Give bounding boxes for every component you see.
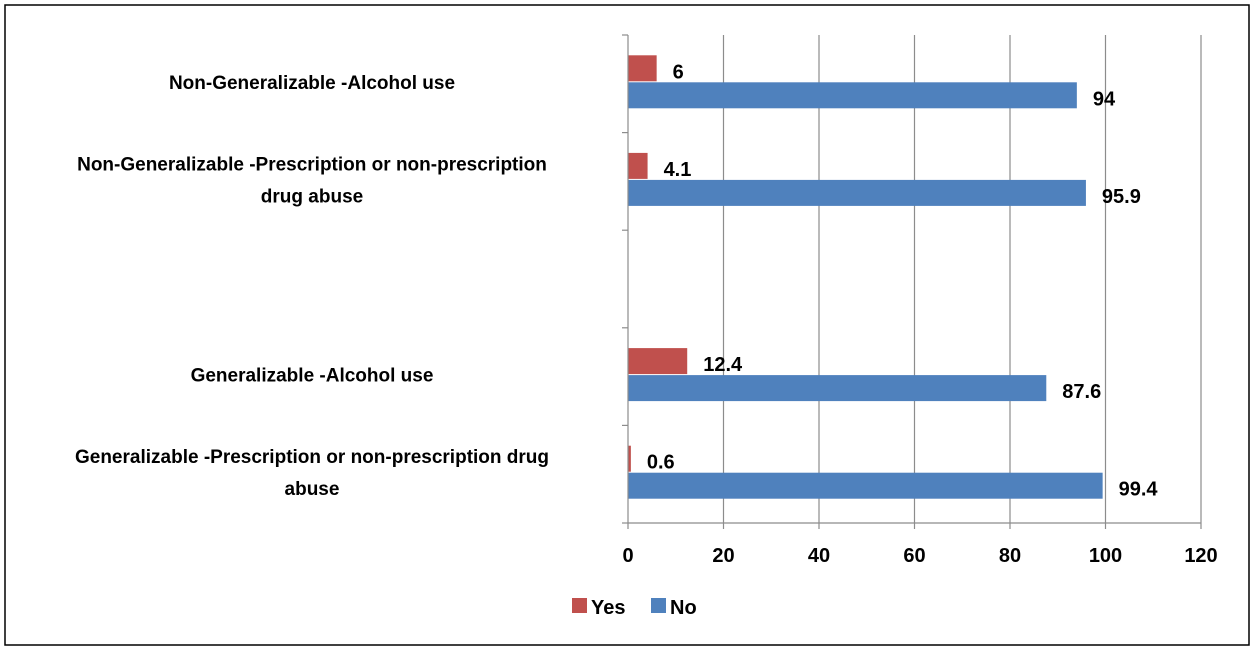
x-tick-label: 80 bbox=[999, 545, 1021, 567]
data-label: 95.9 bbox=[1102, 186, 1141, 208]
gridlines bbox=[722, 35, 1202, 523]
bar-no bbox=[628, 82, 1077, 109]
x-tick-label: 120 bbox=[1184, 545, 1217, 567]
legend-swatch-yes bbox=[572, 598, 587, 613]
bar-no bbox=[628, 179, 1086, 206]
bar-no bbox=[628, 472, 1103, 499]
data-label: 6 bbox=[673, 61, 684, 83]
category-label: drug abuse bbox=[261, 186, 363, 207]
category-label: abuse bbox=[285, 479, 340, 500]
legend-label-no: No bbox=[670, 597, 697, 619]
bars bbox=[628, 55, 1103, 499]
bar-yes bbox=[628, 55, 657, 82]
x-tick-label: 100 bbox=[1089, 545, 1122, 567]
bar-no bbox=[628, 375, 1047, 402]
bar-yes bbox=[628, 152, 648, 179]
legend-swatch-no bbox=[651, 598, 666, 613]
data-label: 0.6 bbox=[647, 452, 675, 474]
x-tick-label: 60 bbox=[903, 545, 925, 567]
data-label: 4.1 bbox=[664, 159, 692, 181]
axes: 0 20 40 60 80 100 120 bbox=[622, 34, 1218, 567]
x-tick-label: 0 bbox=[622, 545, 633, 567]
data-label: 87.6 bbox=[1062, 381, 1101, 403]
data-label: 12.4 bbox=[703, 354, 743, 376]
category-label: Non-Generalizable -Prescription or non-p… bbox=[77, 154, 547, 175]
category-label: Non-Generalizable -Alcohol use bbox=[169, 73, 455, 94]
x-tick-label: 20 bbox=[712, 545, 734, 567]
labels: 6 94 Non-Generalizable -Alcohol use 4.1 95.9… bbox=[75, 61, 1158, 500]
legend: Yes No bbox=[572, 597, 697, 619]
legend-label-yes: Yes bbox=[591, 597, 625, 619]
chart-frame bbox=[4, 4, 1250, 646]
category-label: Generalizable -Prescription or non-presc… bbox=[75, 447, 549, 468]
bar-yes bbox=[628, 445, 631, 472]
x-tick-label: 40 bbox=[808, 545, 830, 567]
category-label: Generalizable -Alcohol use bbox=[191, 366, 434, 387]
bar-yes bbox=[628, 348, 688, 375]
data-label: 99.4 bbox=[1119, 479, 1159, 501]
data-label: 94 bbox=[1093, 88, 1116, 110]
